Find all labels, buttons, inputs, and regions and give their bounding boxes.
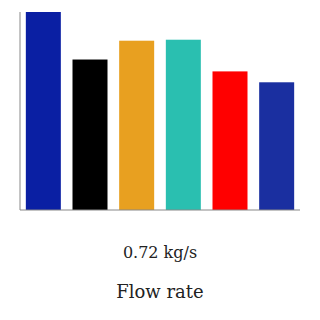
chart-container: 0.72 kg/s Flow rate [0,0,320,320]
bar [26,12,61,210]
bars [26,12,294,210]
y-axis-line [20,12,21,210]
x-axis-label: 0.72 kg/s [123,243,197,262]
chart-svg: 0.72 kg/s Flow rate [0,0,320,320]
bar [166,40,201,210]
bar [73,60,108,210]
bar [119,41,154,210]
bar [213,71,248,210]
x-axis-line [20,210,300,211]
annotation: Flow rate [116,281,203,302]
bar [259,82,294,210]
